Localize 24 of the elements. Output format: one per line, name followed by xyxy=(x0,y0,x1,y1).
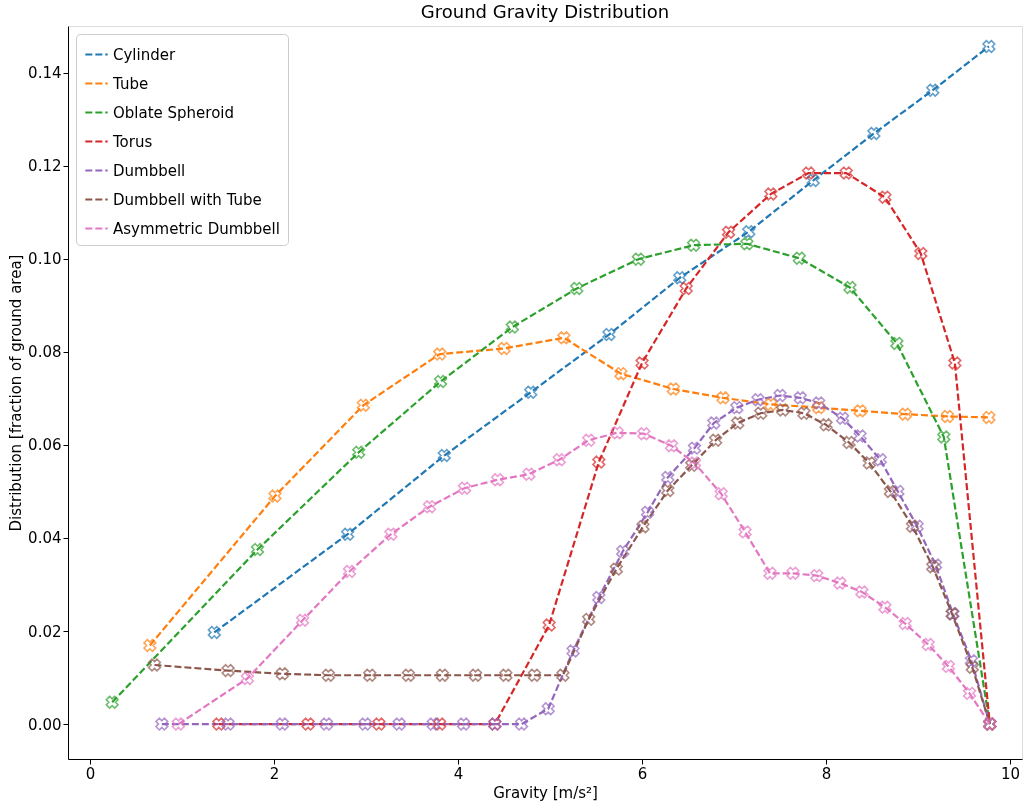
x-tick-label: 2 xyxy=(269,764,280,783)
x-tick-label: 4 xyxy=(453,764,464,783)
x-tick-label: 6 xyxy=(637,764,648,783)
y-tick-label: 0.04 xyxy=(28,529,62,548)
x-tick-label: 8 xyxy=(821,764,832,783)
legend-label: Oblate Spheroid xyxy=(113,103,235,122)
y-tick-label: 0.12 xyxy=(28,157,62,176)
y-tick-label: 0.14 xyxy=(28,64,62,83)
legend-label: Asymmetric Dumbbell xyxy=(113,219,280,238)
x-tick-label: 0 xyxy=(85,764,96,783)
legend-label: Cylinder xyxy=(113,45,176,64)
y-tick-label: 0.10 xyxy=(28,250,62,269)
legend-label: Torus xyxy=(112,132,153,151)
legend-label: Tube xyxy=(112,74,149,93)
y-tick-label: 0.00 xyxy=(28,715,62,734)
y-axis-title: Distribution [fraction of ground area] xyxy=(7,254,26,532)
y-tick-label: 0.06 xyxy=(28,436,62,455)
legend-label: Dumbbell xyxy=(113,161,186,180)
y-tick-label: 0.02 xyxy=(28,622,62,641)
x-axis-title: Gravity [m/s²] xyxy=(493,783,598,802)
legend-label: Dumbbell with Tube xyxy=(113,190,262,209)
y-tick-label: 0.08 xyxy=(28,343,62,362)
chart-title: Ground Gravity Distribution xyxy=(420,1,670,22)
x-tick-label: 10 xyxy=(1000,764,1021,783)
